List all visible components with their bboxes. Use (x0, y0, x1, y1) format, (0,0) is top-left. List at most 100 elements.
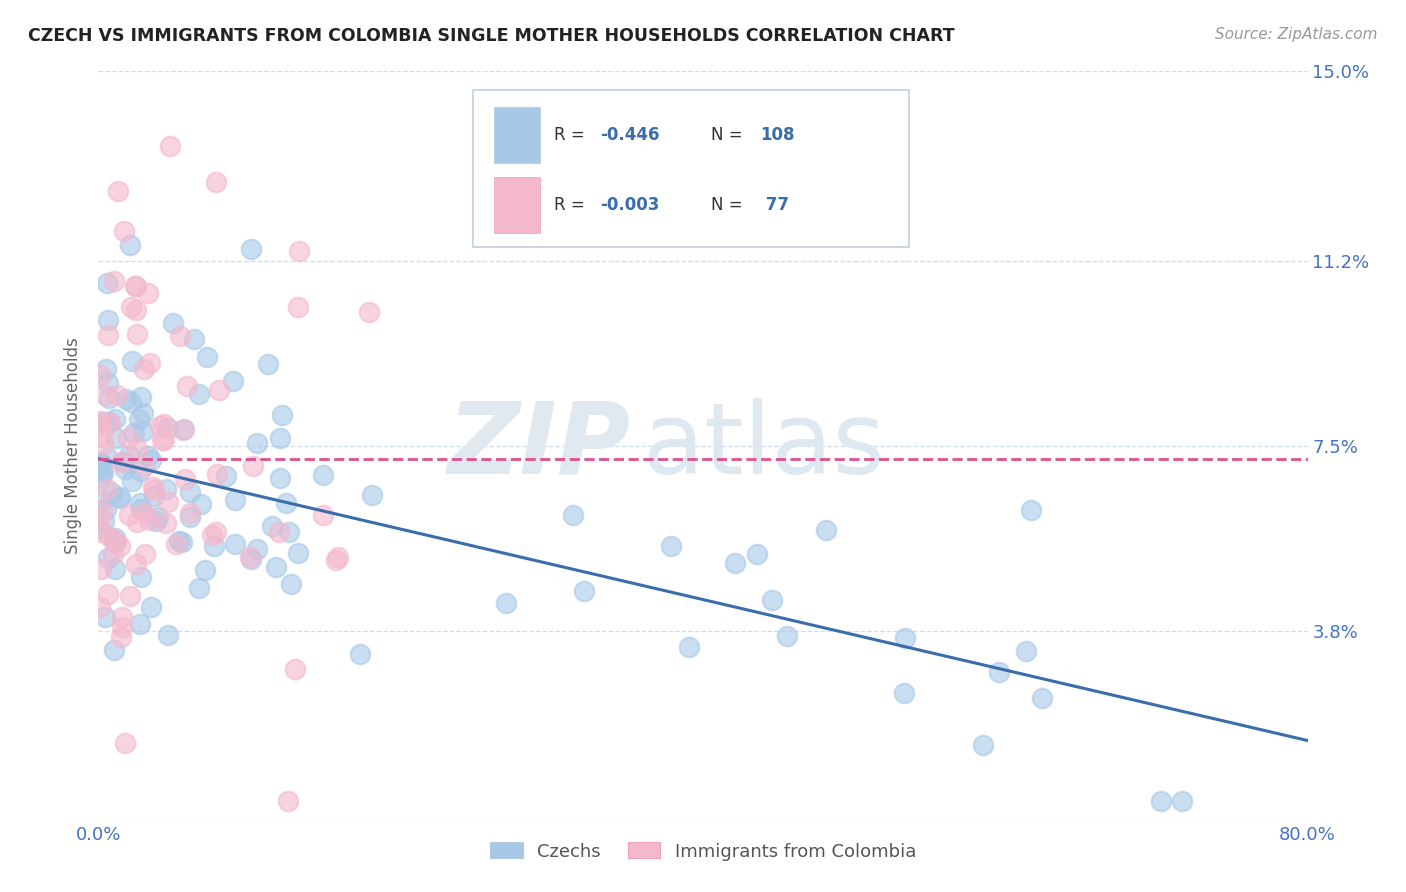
Point (311, 468, 333, 483)
Point (90, 417, 112, 431)
Point (1021, 503, 1043, 517)
Point (138, 513, 160, 527)
Point (128, 617, 150, 632)
Point (112, 224, 135, 238)
Point (150, 433, 173, 447)
Point (205, 525, 228, 540)
Point (179, 506, 201, 520)
Point (214, 469, 236, 483)
Point (108, 491, 131, 505)
Legend: Czechs, Immigrants from Colombia: Czechs, Immigrants from Colombia (482, 835, 924, 868)
Point (136, 450, 159, 464)
Point (152, 417, 174, 432)
Point (156, 628, 179, 642)
Point (143, 483, 166, 498)
Point (108, 490, 131, 504)
Point (129, 496, 152, 510)
Point (172, 423, 194, 437)
Point (120, 301, 142, 315)
Point (659, 540, 682, 554)
Point (89, 471, 111, 485)
Point (240, 242, 263, 256)
Point (179, 485, 201, 500)
Point (89, 457, 111, 471)
Point (103, 642, 125, 657)
Point (94, 362, 117, 376)
Point (264, 559, 287, 574)
Point (326, 550, 349, 565)
Point (1015, 644, 1038, 658)
Point (129, 390, 152, 404)
Point (105, 431, 128, 445)
Point (115, 392, 138, 406)
Point (242, 459, 264, 474)
Point (112, 455, 135, 469)
Point (90, 456, 112, 470)
Point (893, 685, 915, 699)
Point (224, 536, 246, 550)
Point (202, 539, 225, 553)
Point (90, 463, 112, 477)
Text: Source: ZipAtlas.com: Source: ZipAtlas.com (1215, 27, 1378, 42)
FancyBboxPatch shape (494, 177, 540, 233)
Point (169, 534, 191, 549)
Point (104, 562, 127, 576)
Text: N =: N = (711, 195, 748, 214)
Text: 108: 108 (759, 126, 794, 144)
Point (114, 462, 136, 476)
FancyBboxPatch shape (494, 107, 540, 163)
Point (134, 361, 156, 376)
Text: R =: R = (554, 195, 591, 214)
Point (117, 431, 139, 445)
Point (104, 535, 127, 549)
Text: 77: 77 (759, 195, 789, 214)
Point (121, 353, 143, 368)
Point (97, 550, 120, 565)
Point (325, 552, 347, 566)
Point (124, 279, 146, 293)
Point (120, 590, 142, 604)
Point (101, 486, 124, 500)
Point (118, 238, 141, 252)
Point (143, 489, 166, 503)
Point (110, 630, 132, 644)
Point (114, 736, 136, 750)
Point (267, 524, 290, 539)
Point (139, 600, 162, 615)
Point (183, 332, 205, 346)
Point (96, 313, 118, 327)
Text: ZIP: ZIP (447, 398, 630, 494)
Point (124, 557, 146, 571)
Point (678, 640, 700, 654)
Point (89, 511, 111, 525)
Point (142, 480, 165, 494)
Point (776, 629, 799, 643)
Point (269, 471, 291, 485)
Point (132, 406, 155, 420)
Point (894, 631, 917, 645)
Point (561, 508, 583, 523)
Point (89, 414, 111, 428)
Point (159, 139, 181, 153)
Point (132, 424, 155, 438)
Point (208, 383, 231, 397)
Text: N =: N = (711, 126, 748, 144)
Point (111, 620, 134, 634)
Text: -0.003: -0.003 (600, 195, 659, 214)
Point (103, 274, 125, 288)
Point (97, 415, 120, 429)
Point (179, 510, 201, 524)
Point (90, 562, 112, 576)
Point (201, 528, 224, 542)
Point (131, 569, 153, 583)
FancyBboxPatch shape (474, 90, 908, 247)
Point (97, 451, 120, 466)
Point (118, 508, 141, 523)
Point (125, 303, 148, 318)
Point (988, 665, 1011, 679)
Point (90, 524, 112, 539)
Point (170, 535, 193, 549)
Point (187, 387, 209, 401)
Point (129, 502, 152, 516)
Point (91, 466, 114, 480)
